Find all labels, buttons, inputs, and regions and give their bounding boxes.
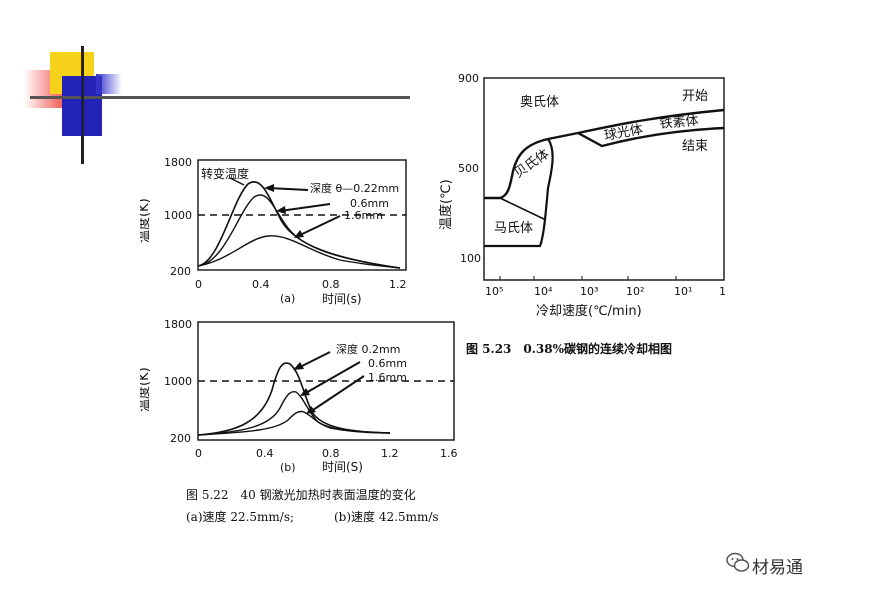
y-tick-mid: 1000 — [164, 375, 192, 388]
arrow-0.2mm — [297, 351, 331, 369]
arrow-0.6mm — [279, 203, 331, 212]
depth-label-2: 1.6mm — [368, 371, 407, 384]
label-finish: 结束 — [682, 139, 708, 154]
arrow-0.22mm — [267, 187, 309, 191]
x-tick-0: 0 — [195, 278, 202, 291]
watermark-text: 材易通 — [752, 558, 803, 578]
x-tick-1: 0.4 — [256, 447, 274, 460]
x-tick-1: 10⁴ — [534, 285, 553, 298]
region-pearlite: 球光体 — [603, 122, 644, 144]
transformation-start-curve — [484, 108, 725, 200]
figure-5-23-caption: 图 5.23 0.38%碳钢的连续冷却相图 — [466, 342, 673, 356]
y-axis-label: 温度(K) — [140, 367, 152, 412]
arrow-transform — [229, 177, 245, 186]
panel-label: (b) — [280, 461, 296, 474]
curve-depth-1.6mm — [197, 235, 401, 269]
figure-5-22-caption: 图 5.22 40 钢激光加热时表面温度的变化 — [186, 488, 416, 502]
x-tick-4: 1.6 — [440, 447, 458, 460]
region-ferrite: 铁素体 — [659, 114, 699, 132]
y-tick-100: 100 — [460, 252, 481, 265]
curve-depth-0.6mm — [197, 390, 391, 436]
arrow-0.6mm — [303, 361, 361, 395]
figure-5-22a: 温度(K) 1800 1000 200 0 0.4 0.8 1.2 (a) 时间… — [140, 156, 407, 306]
y-axis-label: 温度(K) — [140, 198, 152, 243]
martensite-divider — [499, 197, 547, 221]
x-tick-0: 10⁵ — [485, 285, 503, 298]
x-tick-5: 1 — [719, 285, 726, 298]
arrow-1.6mm — [297, 215, 341, 237]
panel-label: (a) — [280, 292, 295, 305]
y-tick-top: 1800 — [164, 156, 192, 169]
x-tick-3: 10² — [626, 285, 644, 298]
figure-5-23: 温度(℃) 900 500 100 10⁵ 10⁴ 10³ 10² 10¹ 1 … — [438, 72, 726, 319]
arrow-1.6mm — [309, 375, 365, 413]
transformation-finish-curve — [577, 126, 725, 148]
decor-vertical-line — [81, 46, 84, 164]
depth-label-1: 0.6mm — [350, 197, 389, 210]
x-tick-2: 0.8 — [322, 447, 340, 460]
curve-depth-1.6mm — [197, 410, 391, 436]
y-tick-top: 1800 — [164, 318, 192, 331]
y-tick-bottom: 200 — [170, 265, 191, 278]
region-bainite: 贝氏体 — [512, 147, 553, 182]
depth-label-0: 深度 0.2mm — [336, 342, 400, 356]
figure-5-22-caption-b: (b)速度 42.5mm/s — [334, 510, 439, 524]
y-tick-500: 500 — [458, 162, 479, 175]
x-tick-4: 10¹ — [674, 285, 692, 298]
x-tick-2: 0.8 — [322, 278, 340, 291]
region-austenite: 奥氏体 — [520, 95, 559, 110]
label-start: 开始 — [682, 89, 708, 104]
x-tick-1: 0.4 — [252, 278, 270, 291]
x-axis-label: 冷却速度(℃/min) — [536, 303, 642, 319]
y-tick-bottom: 200 — [170, 432, 191, 445]
plot-frame — [483, 77, 725, 281]
depth-label-1: 0.6mm — [368, 357, 407, 370]
curve-depth-0.2mm — [197, 362, 391, 436]
x-tick-0: 0 — [195, 447, 202, 460]
figure-5-22-caption-a: (a)速度 22.5mm/s; — [186, 510, 295, 524]
region-martensite: 马氏体 — [494, 221, 533, 236]
x-axis-label: 时间(S) — [322, 460, 363, 474]
transform-temperature-label: 转变温度 — [201, 166, 249, 181]
decor-horizontal-line — [30, 96, 410, 99]
depth-label-2: 1.6mm — [344, 209, 383, 222]
x-axis-label: 时间(s) — [322, 292, 362, 306]
curve-depth-0.6mm — [197, 194, 401, 269]
y-tick-900: 900 — [458, 72, 479, 85]
figure-5-22b: 温度(K) 1800 1000 200 0 0.4 0.8 1.2 1.6 (b… — [140, 318, 458, 474]
decor-blue-fade — [96, 74, 122, 94]
bainite-martensite-boundary — [484, 138, 554, 248]
x-tick-2: 10³ — [580, 285, 598, 298]
depth-label-0: 深度 θ—0.22mm — [310, 181, 399, 195]
wechat-icon — [726, 552, 750, 572]
y-tick-mid: 1000 — [164, 209, 192, 222]
x-tick-3: 1.2 — [381, 447, 399, 460]
y-axis-label: 温度(℃) — [438, 179, 454, 230]
x-tick-3: 1.2 — [389, 278, 407, 291]
